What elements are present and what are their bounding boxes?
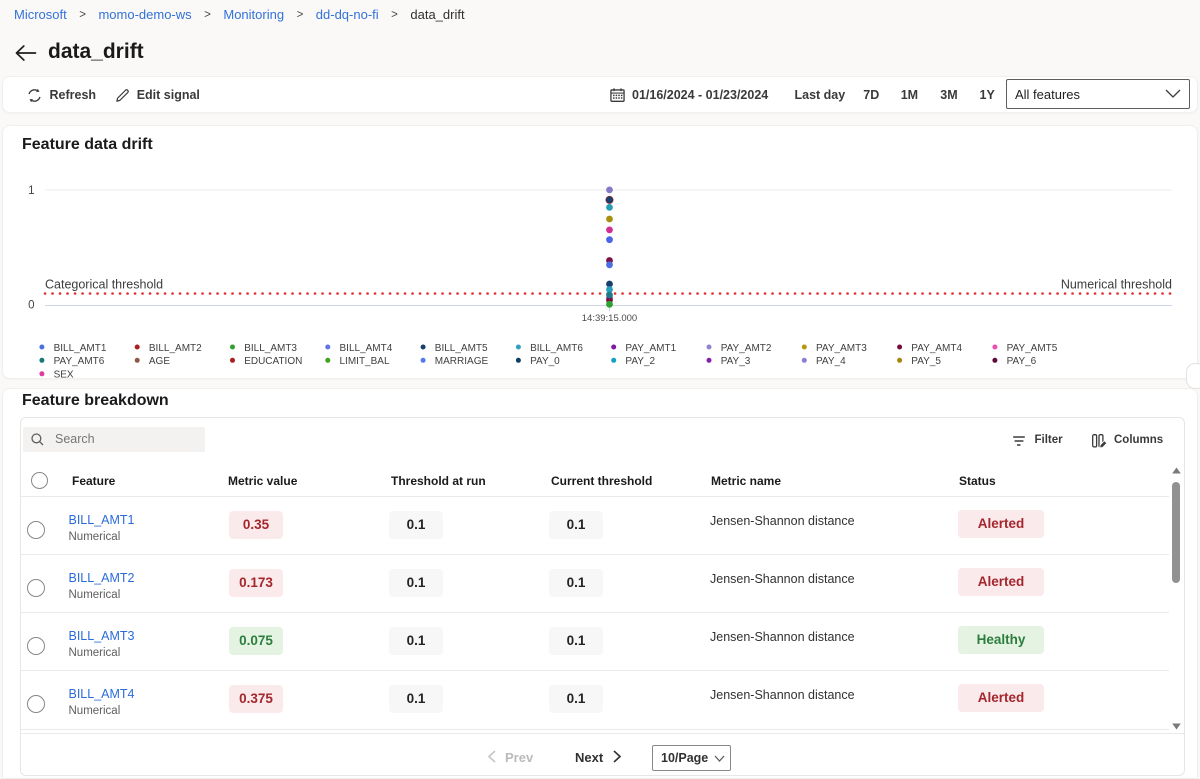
svg-text:PAY_4: PAY_4	[816, 356, 846, 367]
svg-text:0: 0	[28, 300, 34, 312]
svg-text:PAY_6: PAY_6	[1007, 356, 1037, 367]
svg-text:PAY_0: PAY_0	[530, 356, 560, 367]
svg-text:PAY_5: PAY_5	[911, 356, 941, 367]
svg-text:PAY_AMT3: PAY_AMT3	[816, 343, 867, 354]
svg-text:14:39:15.000: 14:39:15.000	[582, 313, 637, 324]
svg-text:PAY_AMT1: PAY_AMT1	[625, 343, 676, 354]
svg-text:MARRIAGE: MARRIAGE	[435, 356, 489, 367]
svg-text:LIMIT_BAL: LIMIT_BAL	[340, 356, 390, 367]
svg-text:PAY_AMT4: PAY_AMT4	[911, 343, 962, 354]
svg-text:Categorical threshold: Categorical threshold	[45, 277, 163, 291]
svg-text:BILL_AMT1: BILL_AMT1	[54, 343, 107, 354]
svg-text:PAY_AMT5: PAY_AMT5	[1007, 343, 1058, 354]
svg-text:PAY_AMT6: PAY_AMT6	[54, 356, 105, 367]
svg-text:1: 1	[28, 185, 34, 197]
svg-text:Numerical threshold: Numerical threshold	[1061, 277, 1172, 291]
svg-text:BILL_AMT5: BILL_AMT5	[435, 343, 488, 354]
svg-text:PAY_2: PAY_2	[625, 356, 655, 367]
svg-text:BILL_AMT3: BILL_AMT3	[244, 343, 297, 354]
svg-text:EDUCATION: EDUCATION	[244, 356, 302, 367]
svg-text:BILL_AMT4: BILL_AMT4	[340, 343, 393, 354]
svg-text:PAY_3: PAY_3	[721, 356, 751, 367]
svg-text:PAY_AMT2: PAY_AMT2	[721, 343, 772, 354]
svg-text:SEX: SEX	[54, 370, 74, 379]
svg-text:AGE: AGE	[149, 356, 170, 367]
svg-text:Feature data drift: Feature data drift	[22, 136, 153, 153]
svg-text:BILL_AMT6: BILL_AMT6	[530, 343, 583, 354]
svg-text:BILL_AMT2: BILL_AMT2	[149, 343, 202, 354]
